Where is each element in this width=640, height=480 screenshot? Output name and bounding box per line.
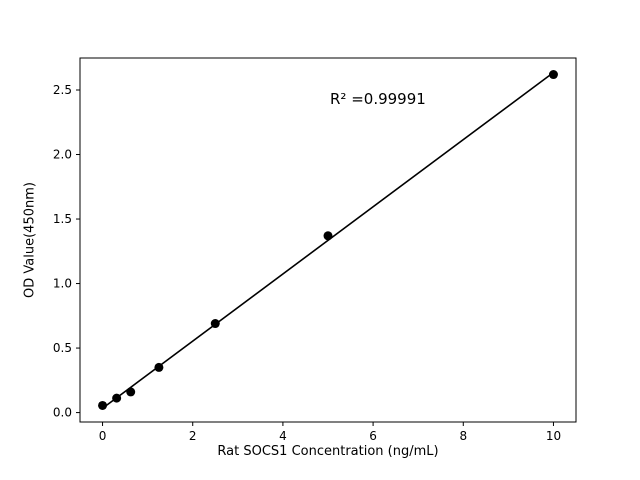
x-tick-label: 2 bbox=[189, 429, 197, 443]
data-point bbox=[112, 393, 122, 403]
r-squared-annotation: R² =0.99991 bbox=[330, 90, 426, 108]
y-tick-label: 2.0 bbox=[53, 148, 72, 162]
data-point bbox=[323, 231, 333, 241]
y-tick-label: 0.0 bbox=[53, 406, 72, 420]
fit-line bbox=[102, 71, 554, 409]
y-axis-label: OD Value(450nm) bbox=[22, 182, 38, 298]
data-point bbox=[210, 319, 220, 329]
x-tick-label: 4 bbox=[279, 429, 287, 443]
data-point bbox=[126, 387, 136, 397]
data-point bbox=[154, 362, 164, 372]
plot-frame bbox=[79, 57, 577, 423]
x-tick-label: 6 bbox=[369, 429, 377, 443]
y-tick-label: 1.0 bbox=[53, 277, 72, 291]
x-tick-label: 8 bbox=[459, 429, 467, 443]
x-tick-label: 0 bbox=[99, 429, 107, 443]
y-tick-label: 1.5 bbox=[53, 212, 72, 226]
x-tick-label: 10 bbox=[546, 429, 561, 443]
data-point bbox=[98, 400, 108, 410]
x-axis-label: Rat SOCS1 Concentration (ng/mL) bbox=[217, 444, 439, 459]
y-tick-label: 2.5 bbox=[53, 83, 72, 97]
data-point bbox=[548, 70, 558, 80]
y-tick-label: 0.5 bbox=[53, 341, 72, 355]
